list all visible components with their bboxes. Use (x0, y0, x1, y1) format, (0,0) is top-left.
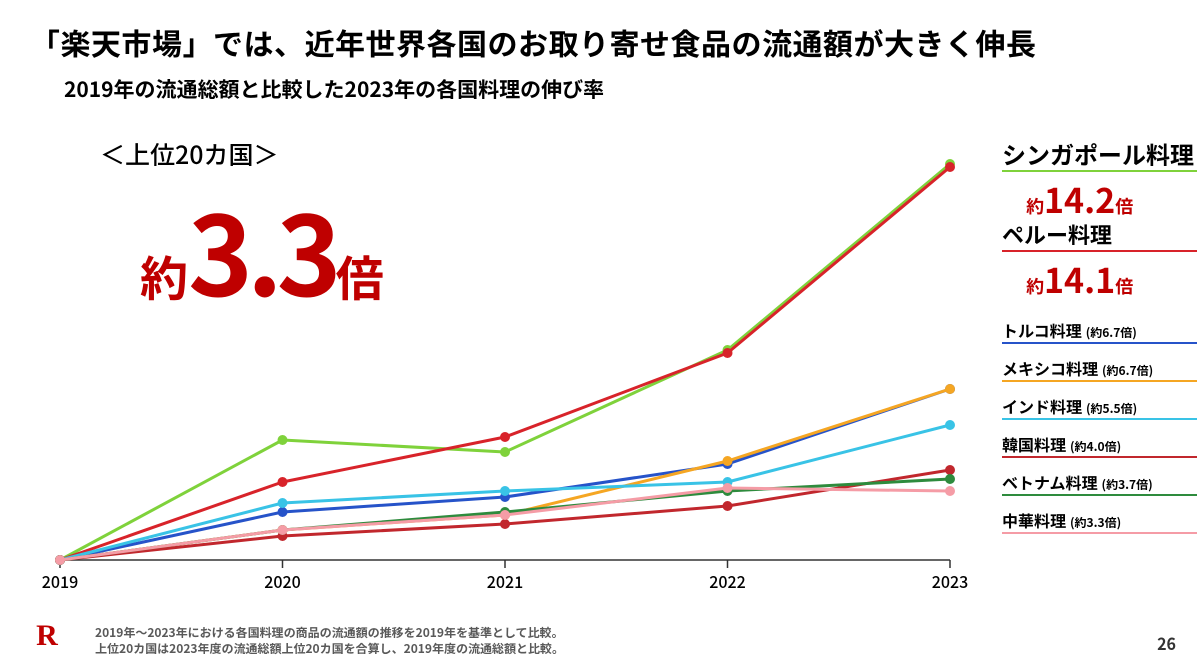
legend-item: インド料理(約5.5倍) (1002, 394, 1137, 418)
svg-text:2019: 2019 (42, 569, 78, 593)
legend-item-rule (1002, 342, 1197, 344)
svg-text:2020: 2020 (264, 569, 300, 593)
legend-featured-label: シンガポール料理 (1002, 136, 1194, 171)
svg-text:2021: 2021 (487, 569, 523, 593)
legend-item-rule (1002, 380, 1197, 382)
legend-item-rule (1002, 494, 1197, 496)
footnote-line-1: 2019年～2023年における各国料理の商品の流通額の推移を2019年を基準とし… (95, 624, 564, 641)
legend-item: トルコ料理(約6.7倍) (1002, 318, 1137, 342)
legend-item: ベトナム料理(約3.7倍) (1002, 470, 1153, 494)
legend-item-rule (1002, 456, 1197, 458)
svg-text:2023: 2023 (932, 569, 968, 593)
slide-title: 「楽天市場」では、近年世界各国のお取り寄せ食品の流通額が大きく伸長 (30, 20, 1037, 64)
legend-featured-rule (1002, 250, 1197, 252)
logo-letter: R (36, 619, 58, 653)
legend-item-rule (1002, 532, 1197, 534)
page-number: 26 (1157, 631, 1176, 655)
legend-featured-multiplier: 約14.1倍 (1026, 254, 1133, 303)
svg-text:2022: 2022 (709, 569, 745, 593)
legend-item: 韓国料理(約4.0倍) (1002, 432, 1121, 456)
legend-featured-multiplier: 約14.2倍 (1026, 174, 1133, 223)
legend-item: メキシコ料理(約6.7倍) (1002, 356, 1153, 380)
slide-subtitle: 2019年の流通総額と比較した2023年の各国料理の伸び率 (64, 74, 604, 104)
legend-item-rule (1002, 418, 1197, 420)
legend-featured-label: ペルー料理 (1002, 218, 1112, 250)
legend-featured-rule (1002, 170, 1197, 172)
growth-line-chart: 2019 2020 2021 2022 2023 (40, 120, 980, 600)
footnote-line-2: 上位20カ国は2023年度の流通総額上位20カ国を合算し、2019年度の流通総額… (95, 640, 564, 657)
footnote: 2019年～2023年における各国料理の商品の流通額の推移を2019年を基準とし… (95, 625, 564, 657)
rakuten-logo-icon: R (30, 619, 64, 653)
legend-item: 中華料理(約3.3倍) (1002, 508, 1121, 532)
